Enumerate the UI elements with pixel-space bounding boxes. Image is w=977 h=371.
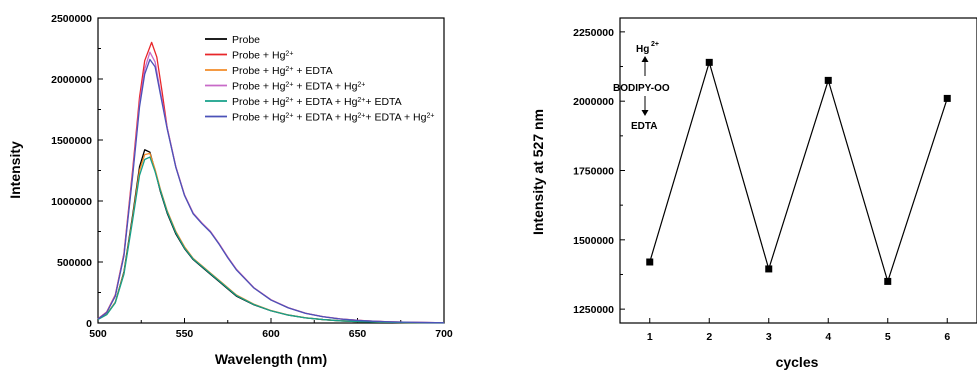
left-x-tick-label: 600 xyxy=(262,328,280,340)
left-x-tick-label: 700 xyxy=(435,328,453,340)
right-y-tick-label: 1500000 xyxy=(573,235,614,247)
right-axis-ticks: 1 2 3 4 5 6 1250000 1500000 1750000 2000000 225000… xyxy=(573,27,950,343)
left-legend: Probe Probe + Hg2+ Probe + Hg2+ + EDTA Prob… xyxy=(205,34,434,124)
cycles-chart: 1 2 3 4 5 6 1250000 1500000 1750000 2000000 225000… xyxy=(530,17,977,370)
annotation-bottom-label: EDTA xyxy=(631,121,657,132)
spectrum-line-4 xyxy=(97,51,445,324)
right-y-axis-title: Intensity at 527 nm xyxy=(530,109,546,235)
right-x-tick-label: 2 xyxy=(706,331,712,343)
annotation-middle-label: BODIPY-OO xyxy=(613,83,670,94)
left-y-tick-label: 1000000 xyxy=(51,196,92,208)
left-y-tick-label: 2000000 xyxy=(51,74,92,86)
left-y-tick-label: 1500000 xyxy=(51,135,92,147)
cycle-series-line xyxy=(649,60,948,284)
right-y-tick-label: 1750000 xyxy=(573,166,614,178)
cycle-point-5 xyxy=(884,277,892,285)
cycle-point-2 xyxy=(705,58,713,66)
legend-entry-3: Probe + Hg2+ + EDTA xyxy=(232,65,333,77)
cycle-point-4 xyxy=(824,76,832,84)
right-y-tick-label: 2000000 xyxy=(573,96,614,108)
left-y-tick-label: 500000 xyxy=(57,257,92,269)
legend-entry-1: Probe xyxy=(232,34,260,46)
left-x-tick-label: 500 xyxy=(89,328,107,340)
right-x-axis-title: cycles xyxy=(776,354,819,370)
spectrum-line-6 xyxy=(97,58,445,324)
cycle-annotation: Hg 2+ BODIPY-OO EDTA xyxy=(613,41,670,132)
right-x-tick-label: 3 xyxy=(766,331,772,343)
left-y-tick-label: 0 xyxy=(86,318,92,330)
left-y-tick-label: 2500000 xyxy=(51,13,92,25)
left-x-tick-label: 550 xyxy=(176,328,194,340)
left-series-group xyxy=(97,41,445,324)
legend-entry-5: Probe + Hg2+ + EDTA + Hg2++ EDTA xyxy=(232,96,402,108)
right-y-tick-label: 1250000 xyxy=(573,304,614,316)
left-plot-frame xyxy=(97,17,445,324)
left-y-axis-title: Intensity xyxy=(7,141,23,199)
right-y-tick-label: 2250000 xyxy=(573,27,614,39)
right-series-group xyxy=(646,58,951,285)
cycle-point-3 xyxy=(765,265,773,273)
legend-entry-4: Probe + Hg2+ + EDTA + Hg2+ xyxy=(232,81,365,93)
legend-entry-2: Probe + Hg2+ xyxy=(232,50,293,62)
spectrum-line-1 xyxy=(97,149,445,324)
spectrum-line-5 xyxy=(97,156,445,324)
right-x-tick-label: 6 xyxy=(944,331,950,343)
right-x-tick-label: 4 xyxy=(825,331,831,343)
emission-spectra-chart: 500 550 600 650 700 0 500000 1000000 1500000 2000… xyxy=(7,13,453,367)
arrow-down-icon xyxy=(641,110,649,116)
left-x-axis-title: Wavelength (nm) xyxy=(215,351,327,367)
legend-entry-6: Probe + Hg2+ + EDTA + Hg2++ EDTA + Hg2+ xyxy=(232,112,434,124)
right-x-tick-label: 5 xyxy=(885,331,891,343)
annotation-top-label: Hg xyxy=(636,44,649,55)
cycle-point-6 xyxy=(943,94,951,102)
left-axis-ticks: 500 550 600 650 700 0 500000 1000000 1500000 2000… xyxy=(51,13,453,340)
cycle-point-1 xyxy=(646,258,654,266)
arrow-up-icon xyxy=(641,56,649,62)
left-x-tick-label: 650 xyxy=(349,328,367,340)
spectrum-line-3 xyxy=(97,152,445,324)
right-x-tick-label: 1 xyxy=(647,331,653,343)
annotation-top-sup: 2+ xyxy=(651,41,659,48)
